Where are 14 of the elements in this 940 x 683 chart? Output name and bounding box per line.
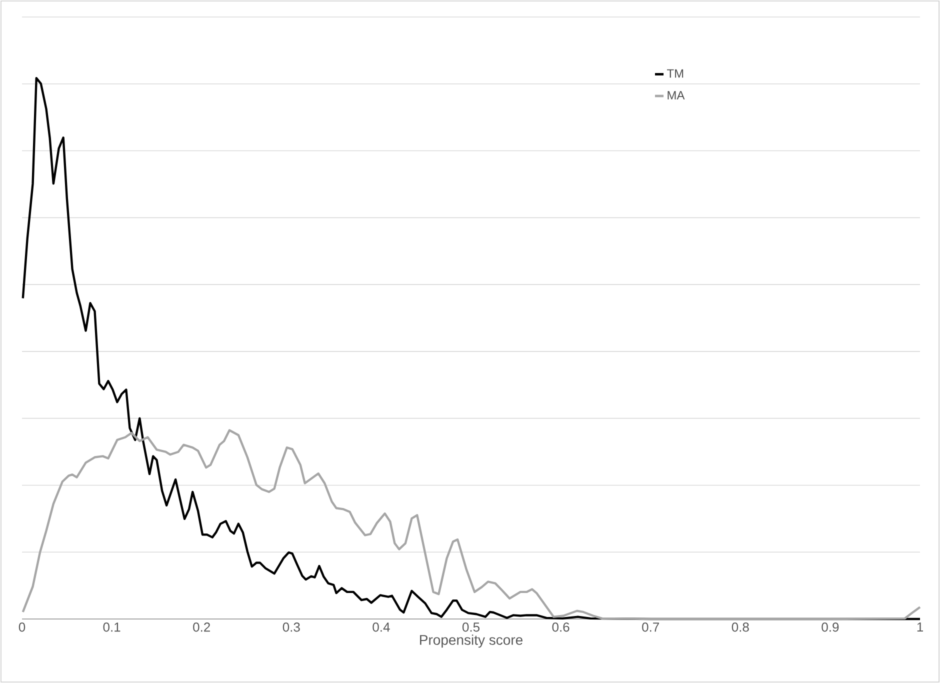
x-tick-label: 0.8: [732, 622, 749, 632]
x-axis-title: Propensity score: [420, 634, 522, 648]
x-tick-label: 0.2: [193, 622, 210, 632]
x-tick-label: 1: [917, 622, 923, 632]
x-tick-label: 0.3: [282, 622, 300, 632]
x-tick-label: 0.9: [822, 622, 839, 632]
x-tick-label: 0: [18, 622, 26, 632]
legend-label: TM: [667, 69, 684, 78]
x-tick-label: 0.4: [372, 622, 390, 632]
x-tick-label: 0.6: [552, 622, 570, 632]
x-tick-label: 0.5: [462, 622, 480, 632]
x-tick-label: 0.1: [103, 622, 120, 632]
x-tick-label: 0.7: [642, 622, 659, 632]
legend-label: MA: [668, 91, 685, 100]
